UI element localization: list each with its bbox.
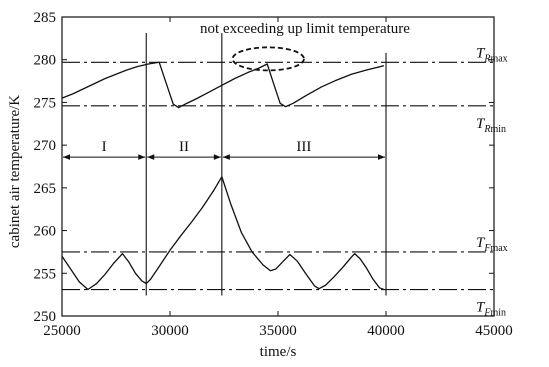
- y-tick-label: 275: [34, 95, 57, 111]
- y-tick-label: 265: [34, 181, 57, 197]
- series-line-0: [61, 61, 384, 109]
- phase-label: I: [102, 139, 107, 155]
- reference-lines: TRmax TRmin TFmax TFmin: [62, 45, 508, 319]
- phase-label: III: [296, 139, 311, 155]
- series-line-1: [61, 176, 385, 291]
- x-tick-label: 25000: [43, 323, 81, 339]
- reference-label-T_Fmax: TFmax: [476, 235, 508, 254]
- phase-label: II: [179, 139, 189, 155]
- reference-label-T_Rmax: TRmax: [476, 45, 508, 64]
- x-tick-label: 35000: [259, 323, 297, 339]
- x-axis-label: time/s: [260, 344, 297, 360]
- y-tick-label: 250: [34, 309, 57, 325]
- x-tick-label: 45000: [475, 323, 513, 339]
- y-tick-label: 260: [34, 224, 57, 240]
- y-axis-label: cabinet air temperature/K: [7, 95, 23, 248]
- phase-markers: I II III: [63, 33, 387, 296]
- y-tick-label: 255: [34, 266, 57, 282]
- y-tick-label: 270: [34, 138, 57, 154]
- labels: not exceeding up limit temperature time/…: [7, 21, 410, 360]
- x-tick-label: 40000: [367, 323, 405, 339]
- annotation-text: not exceeding up limit temperature: [200, 21, 410, 37]
- highlight-ellipse: [231, 46, 305, 72]
- y-tick-label: 285: [34, 10, 57, 26]
- x-tick-label: 30000: [151, 323, 189, 339]
- y-tick-label: 280: [34, 53, 57, 69]
- series-lines: [61, 61, 385, 291]
- axes: 25000 30000 35000 40000 45000 250 255 260 265 270…: [34, 10, 513, 339]
- reference-label-T_Rmin: TRmin: [476, 116, 506, 135]
- reference-label-T_Fmin: TFmin: [476, 300, 506, 319]
